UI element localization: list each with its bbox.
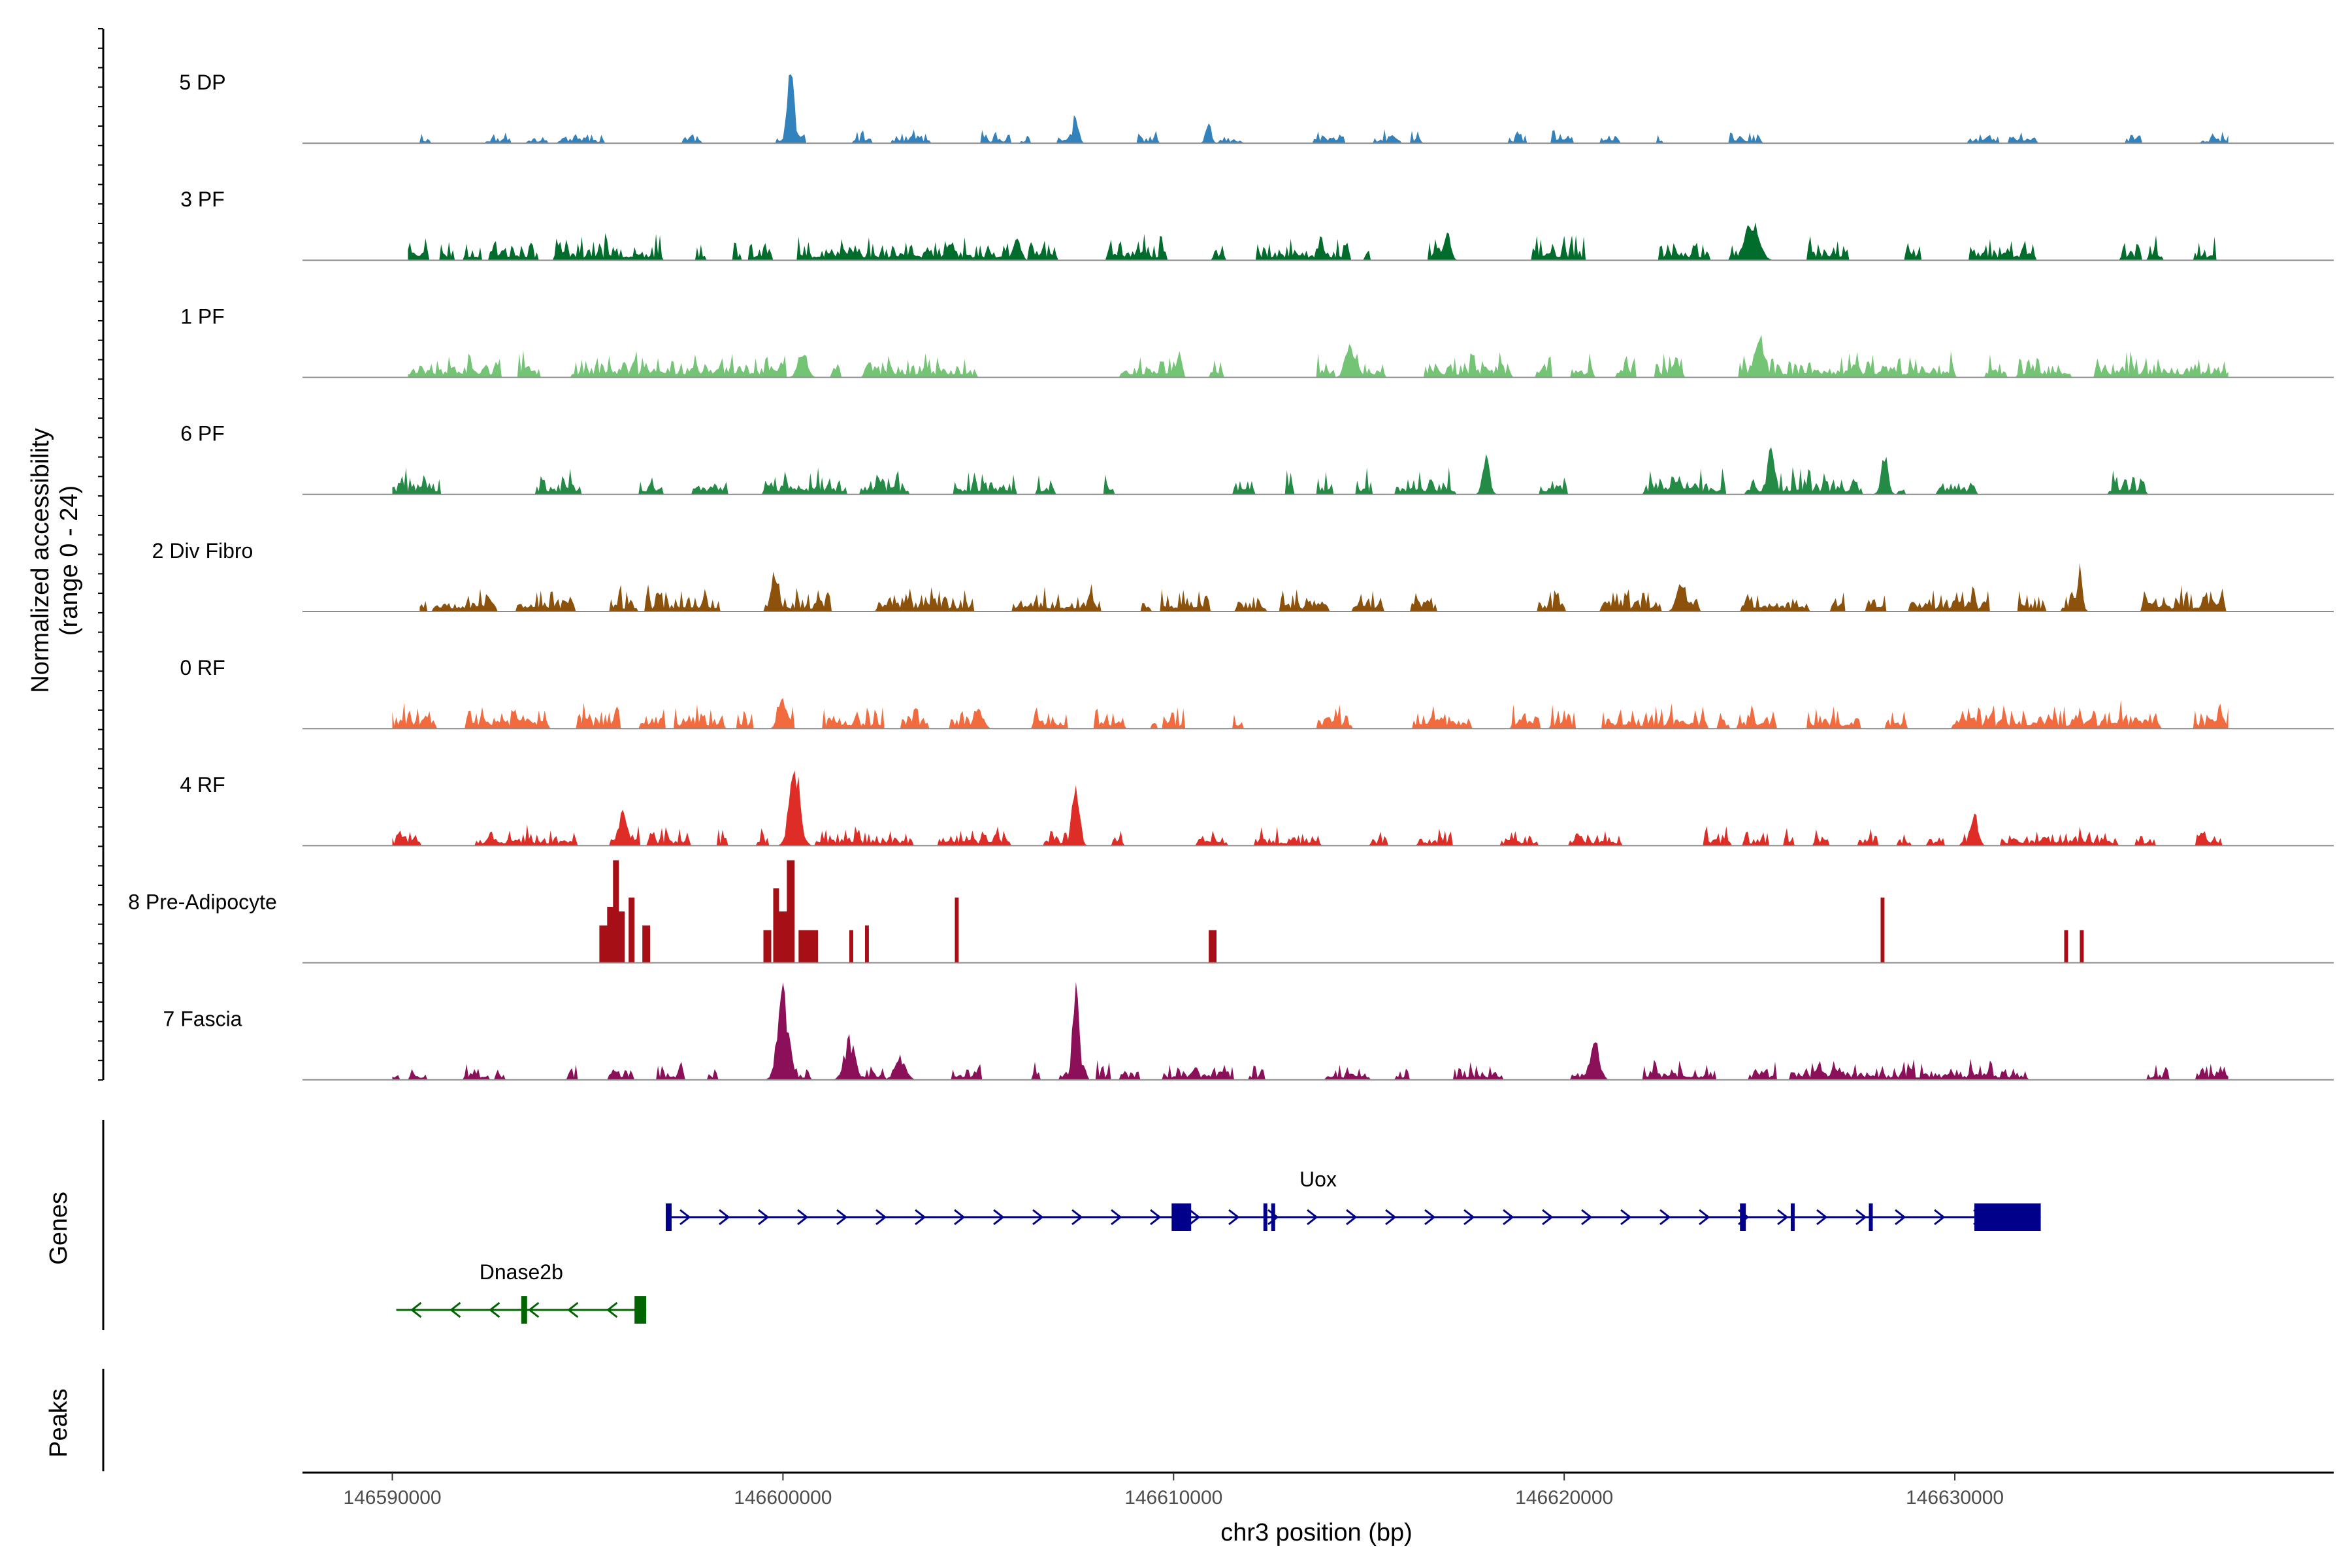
track-5-dp: 5 DP	[179, 71, 2334, 144]
exon	[1974, 1203, 2041, 1231]
coverage-area	[408, 222, 2229, 261]
track-0-rf: 0 RF	[180, 656, 2334, 730]
strand-arrow	[1816, 1209, 1828, 1226]
strand-arrow	[410, 1301, 422, 1318]
strand-arrow	[1855, 1209, 1867, 1226]
strand-arrow	[1659, 1209, 1671, 1226]
gene-uox: Uox	[666, 1168, 2041, 1231]
strand-arrow	[1777, 1209, 1789, 1226]
gene-label: Dnase2b	[480, 1260, 563, 1284]
coverage-tracks: 5 DP 3 PF 1 PF 6 PF 2 Div Fibro 0 RF 4 RF 8 Pre…	[128, 71, 2334, 1081]
exon	[1271, 1203, 1275, 1231]
strand-arrow	[1620, 1209, 1632, 1226]
exon	[666, 1203, 672, 1231]
x-tick-label: 146620000	[1515, 1487, 1613, 1509]
y-axis-label-line1: Normalized accessibility	[27, 428, 54, 693]
strand-arrow	[1032, 1209, 1044, 1226]
x-tick-label: 146590000	[343, 1487, 441, 1509]
track-2-div-fibro: 2 Div Fibro	[152, 539, 2334, 612]
exon	[521, 1296, 527, 1324]
track-8-pre-adipocyte: 8 Pre-Adipocyte	[128, 860, 2334, 964]
strand-arrow	[1111, 1209, 1122, 1226]
strand-arrow	[528, 1301, 540, 1318]
track-label: 3 PF	[180, 188, 225, 211]
track-1-pf: 1 PF	[180, 304, 2334, 378]
exon	[1869, 1203, 1873, 1231]
gene-dnase2b: Dnase2b	[396, 1260, 647, 1324]
strand-arrow	[915, 1209, 926, 1226]
coverage-area	[599, 860, 2084, 963]
track-label: 1 PF	[180, 304, 225, 328]
exon	[1790, 1203, 1795, 1231]
strand-arrow	[449, 1301, 461, 1318]
y-axis-label-line2: (range 0 - 24)	[56, 485, 83, 636]
track-7-fascia: 7 Fascia	[163, 981, 2334, 1081]
track-label: 6 PF	[180, 422, 225, 446]
strand-arrow	[954, 1209, 966, 1226]
axes: 146590000 146600000 146610000 146620000 1466…	[98, 28, 2334, 1509]
track-label: 8 Pre-Adipocyte	[128, 890, 277, 913]
strand-arrow	[1228, 1209, 1240, 1226]
strand-arrow	[489, 1301, 500, 1318]
strand-arrow	[567, 1301, 579, 1318]
strand-arrow	[606, 1301, 618, 1318]
exon	[1171, 1203, 1192, 1231]
gene-label: Uox	[1299, 1168, 1337, 1191]
coverage-area	[419, 563, 2229, 612]
track-label: 4 RF	[180, 773, 225, 796]
x-tick-label: 146610000	[1124, 1487, 1222, 1509]
track-4-rf: 4 RF	[180, 770, 2334, 847]
x-axis-label: chr3 position (bp)	[1220, 1519, 1413, 1546]
genes-axis-label: Genes	[45, 1192, 73, 1265]
exon	[634, 1296, 647, 1324]
coverage-area	[392, 447, 2229, 495]
x-tick-label: 146630000	[1906, 1487, 2004, 1509]
strand-arrow	[993, 1209, 1005, 1226]
strand-arrow	[1699, 1209, 1710, 1226]
strand-arrow	[758, 1209, 770, 1226]
strand-arrow	[1346, 1209, 1358, 1226]
strand-arrow	[836, 1209, 848, 1226]
coverage-area	[408, 335, 2229, 378]
strand-arrow	[1150, 1209, 1162, 1226]
coverage-area	[392, 770, 2229, 846]
track-label: 7 Fascia	[163, 1007, 242, 1031]
strand-arrow	[719, 1209, 730, 1226]
strand-arrow	[1581, 1209, 1593, 1226]
strand-arrow	[1189, 1209, 1201, 1226]
strand-arrow	[1385, 1209, 1397, 1226]
strand-arrow	[875, 1209, 887, 1226]
strand-arrow	[1934, 1209, 1946, 1226]
strand-arrow	[1424, 1209, 1436, 1226]
strand-arrow	[1542, 1209, 1554, 1226]
track-label: 5 DP	[179, 71, 225, 94]
track-label: 2 Div Fibro	[152, 539, 253, 563]
peaks-axis-label: Peaks	[45, 1388, 73, 1458]
coverage-area	[392, 698, 2229, 729]
track-label: 0 RF	[180, 656, 225, 679]
x-tick-label: 146600000	[734, 1487, 832, 1509]
strand-arrow	[1463, 1209, 1475, 1226]
strand-arrow	[679, 1209, 691, 1226]
strand-arrow	[797, 1209, 809, 1226]
track-6-pf: 6 PF	[180, 422, 2334, 495]
strand-arrow	[1503, 1209, 1514, 1226]
strand-arrow	[1267, 1209, 1279, 1226]
strand-arrow	[1307, 1209, 1318, 1226]
exon	[1740, 1203, 1746, 1231]
exon	[1263, 1203, 1267, 1231]
gene-track: Uox Dnase2b	[396, 1168, 2041, 1324]
coverage-area	[392, 981, 2229, 1080]
track-3-pf: 3 PF	[180, 188, 2334, 261]
strand-arrow	[1071, 1209, 1083, 1226]
coverage-area	[419, 74, 2229, 144]
strand-arrow	[1895, 1209, 1906, 1226]
